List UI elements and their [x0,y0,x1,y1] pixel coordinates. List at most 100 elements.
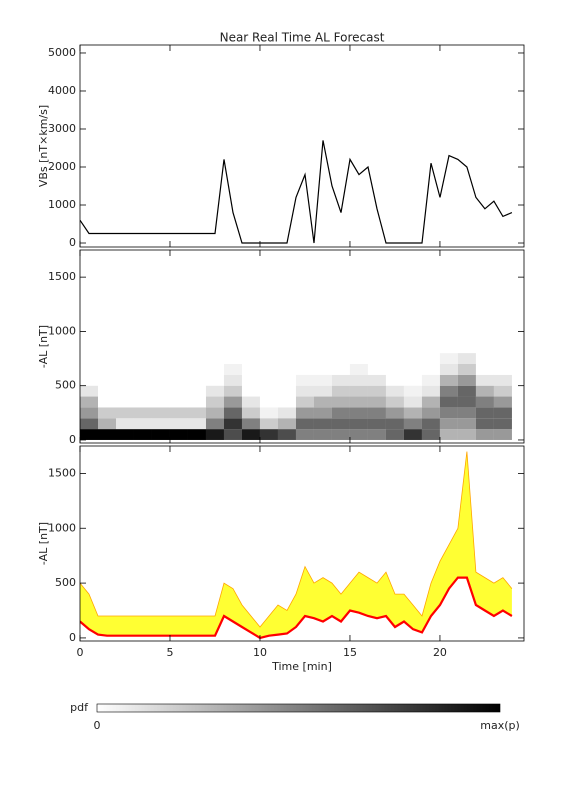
y-tick-label: 2000 [48,160,76,173]
heat-cell [313,407,332,419]
heat-cell [385,396,404,408]
heat-cell [97,396,116,408]
heat-cell [313,374,332,386]
heat-cell [115,353,134,364]
heat-cell [80,407,98,419]
heat-cell [241,363,260,375]
y-axis-label: -AL [nT] [37,325,50,368]
heat-cell [169,429,188,440]
heat-cell [80,385,98,397]
heat-cell [421,385,440,397]
heat-cell [223,353,242,364]
heat-cell [277,374,296,386]
heat-cell [241,374,260,386]
heat-cell [205,407,224,419]
heat-cell [205,396,224,408]
heat-cell [367,418,386,430]
heat-cell [259,396,278,408]
band [80,451,512,638]
heat-cell [385,374,404,386]
heat-cell [457,363,476,375]
heat-cell [80,418,98,430]
heat-cell [367,396,386,408]
x-tick-label: 5 [166,646,173,659]
heat-cell [169,374,188,386]
chart-title: Near Real Time AL Forecast [220,31,385,45]
heat-cell [313,396,332,408]
heat-cell [187,407,206,419]
heat-cell [97,418,116,430]
heat-cell [403,407,422,419]
heat-cell [80,374,98,386]
heat-cell [295,396,314,408]
heat-cell [277,418,296,430]
heat-cell [295,407,314,419]
heat-cell [367,374,386,386]
heat-cell [439,418,458,430]
heat-cell [331,429,350,440]
heat-cell [169,363,188,375]
heat-cell [80,396,98,408]
colorbar-max: max(p) [480,719,520,732]
heat-cell [367,429,386,440]
heat-cell [187,353,206,364]
heat-cell [151,374,170,386]
heat-cell [403,418,422,430]
heat-cell [295,363,314,375]
heat-cell [277,396,296,408]
heat-cell [439,396,458,408]
heat-cell [223,418,242,430]
heat-cell [349,385,368,397]
heat-cell [349,396,368,408]
heat-cell [169,407,188,419]
heat-cell [331,396,350,408]
band-edge [80,451,513,628]
y-tick-label: 0 [69,433,76,446]
heat-cell [421,374,440,386]
heat-cell [475,396,494,408]
plot-frame [79,249,525,444]
plot-frame [79,44,525,248]
heat-cell [151,385,170,397]
heat-cell [493,385,512,397]
y-tick-label: 1500 [48,466,76,479]
heat-cell [133,407,152,419]
heat-cell [385,418,404,430]
heat-cell [97,385,116,397]
y-tick-label: 1000 [48,521,76,534]
heat-cell [349,353,368,364]
heat-cell [493,407,512,419]
heat-cell [367,385,386,397]
heat-cell [403,396,422,408]
heat-cell [205,418,224,430]
heat-cell [295,429,314,440]
colorbar [96,703,501,713]
heat-cell [97,429,116,440]
heat-cell [493,418,512,430]
heat-cell [367,363,386,375]
heat-cell [115,429,134,440]
colorbar-label: pdf [70,701,89,714]
heat-cell [151,418,170,430]
colorbar-min: 0 [94,719,101,732]
heat-cell [97,407,116,419]
heat-cell [421,407,440,419]
y-tick-label: 3000 [48,122,76,135]
x-tick-label: 10 [253,646,267,659]
heat-cell [331,363,350,375]
heat-cell [313,429,332,440]
y-tick-label: 0 [69,631,76,644]
heat-cell [151,407,170,419]
heat-cell [187,385,206,397]
y-axis-label: VBs [nT×km/s] [37,105,50,187]
heat-cell [97,374,116,386]
heat-cell [133,396,152,408]
heat-cell [403,363,422,375]
x-axis-label: Time [min] [271,660,332,673]
heat-cell [295,418,314,430]
heat-cell [241,418,260,430]
heat-cell [403,353,422,364]
heat-cell [133,363,152,375]
heat-cell [115,363,134,375]
heat-cell [493,429,512,440]
